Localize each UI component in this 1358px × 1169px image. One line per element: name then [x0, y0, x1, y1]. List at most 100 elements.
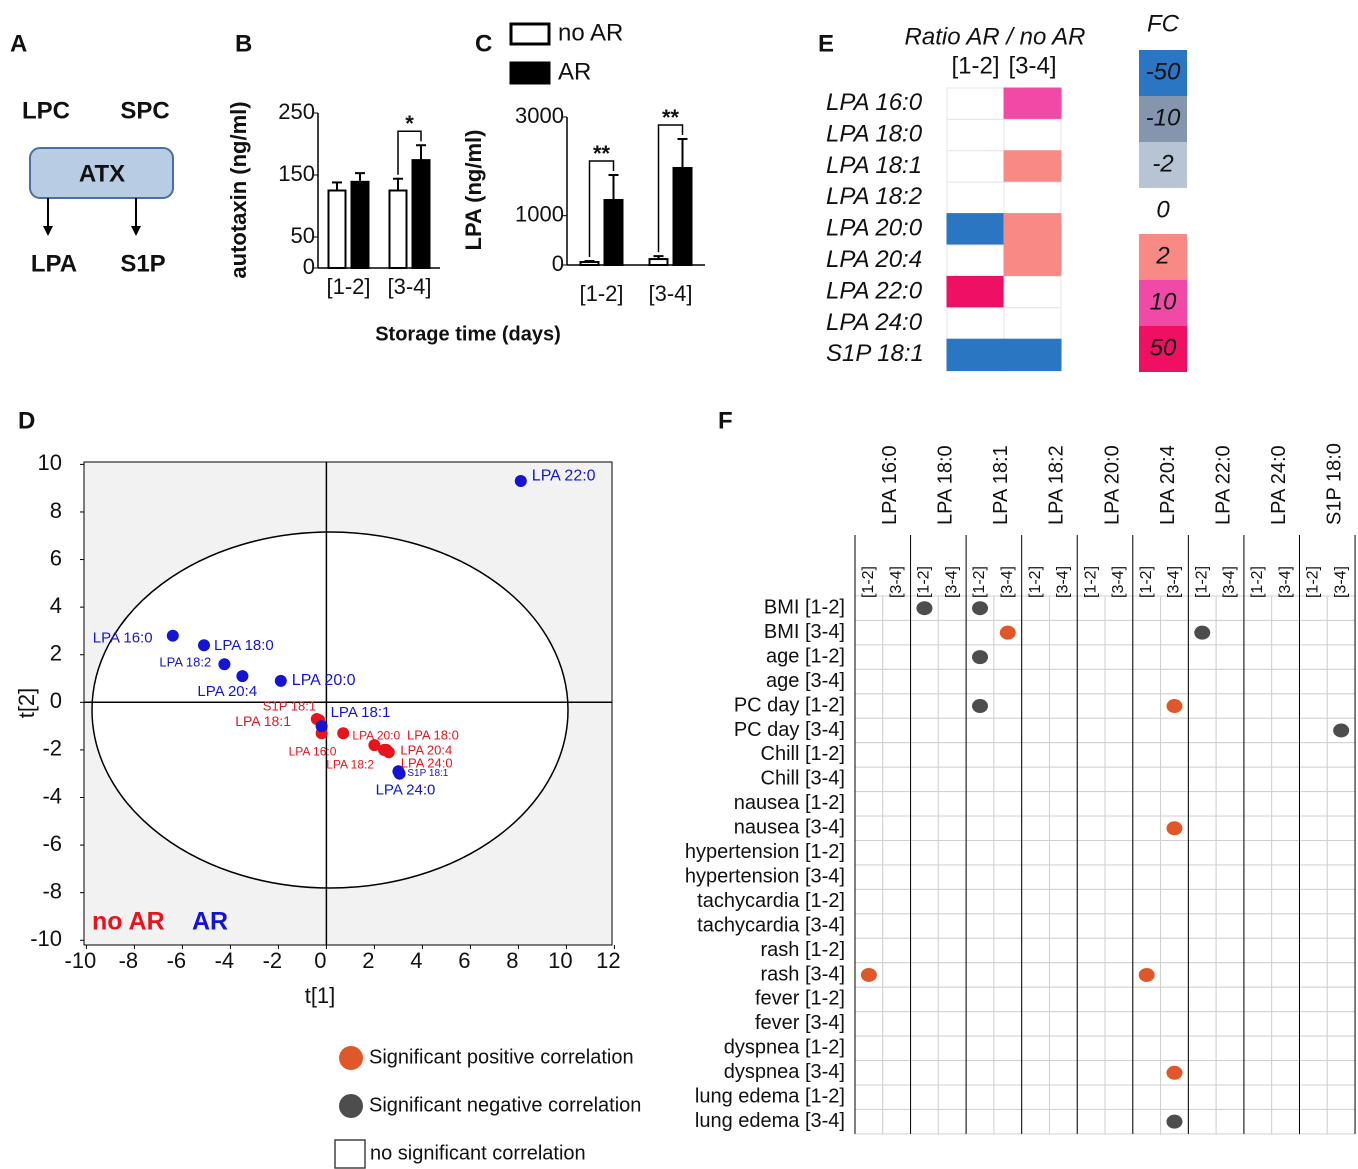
subcolumn-label: [3-4] — [888, 566, 905, 598]
matrix-cell — [1076, 962, 1106, 988]
matrix-cell — [882, 937, 912, 964]
matrix-cell — [1298, 937, 1328, 964]
matrix-cell — [1215, 864, 1245, 890]
matrix-cell — [1076, 913, 1106, 939]
legend-label: no significant correlation — [370, 1142, 586, 1164]
y-tick-label: 2 — [50, 641, 62, 666]
point-label: LPA 20:4 — [400, 742, 452, 757]
subcolumn-label: [3-4] — [943, 566, 960, 598]
matrix-cell — [882, 1011, 912, 1037]
matrix-cell — [1243, 1060, 1273, 1086]
matrix-cell — [854, 668, 884, 695]
heatmap-cell — [946, 244, 1005, 277]
matrix-cell — [1326, 888, 1356, 915]
subcolumn-label: [1-2] — [916, 566, 933, 598]
matrix-cell — [993, 668, 1023, 695]
matrix-cell — [937, 1084, 967, 1110]
y-tick-label: 8 — [50, 498, 62, 523]
matrix-cell — [1326, 864, 1356, 890]
row-label: S1P 18:1 — [826, 340, 924, 367]
matrix-cell — [910, 619, 939, 646]
panel-label: F — [718, 407, 733, 434]
matrix-cell — [1132, 1108, 1162, 1135]
matrix-cell — [993, 644, 1023, 670]
point-label: S1P 18:1 — [407, 768, 448, 779]
matrix-cell — [910, 1035, 939, 1062]
x-tick-label: -10 — [65, 948, 97, 973]
node-label: S1P — [120, 250, 165, 277]
heatmap-cell — [946, 213, 1005, 246]
x-tick-label: [1-2] — [579, 281, 623, 306]
matrix-cell — [910, 717, 939, 744]
bar — [603, 198, 624, 266]
row-label: hypertension [1-2] — [685, 841, 845, 863]
matrix-cell — [882, 913, 912, 939]
point — [166, 629, 179, 642]
matrix-cell — [993, 1108, 1023, 1135]
matrix-cell — [1243, 815, 1273, 841]
matrix-cell — [1187, 962, 1217, 988]
column-label: LPA 22:0 — [1212, 445, 1234, 525]
matrix-cell — [1160, 742, 1189, 768]
matrix-cell — [1160, 791, 1189, 817]
matrix-cell — [1132, 913, 1162, 939]
matrix-cell — [1048, 962, 1078, 988]
heatmap-cell — [946, 307, 1005, 340]
matrix-cell — [910, 937, 939, 964]
matrix-cell — [1326, 791, 1356, 817]
row-label: BMI [3-4] — [764, 621, 845, 643]
matrix-cell — [1021, 913, 1050, 939]
matrix-cell — [1243, 693, 1273, 719]
matrix-cell — [1298, 1011, 1328, 1037]
matrix-cell — [1215, 962, 1245, 988]
matrix-cell — [1048, 619, 1078, 646]
matrix-cell — [1326, 742, 1356, 768]
heatmap-cell — [1003, 118, 1062, 152]
matrix-cell — [1132, 1060, 1162, 1086]
row-label: LPA 16:0 — [826, 89, 923, 116]
matrix-cell — [1215, 619, 1245, 646]
matrix-cell — [854, 1108, 884, 1135]
significance-label: ** — [593, 141, 611, 166]
matrix-cell — [937, 864, 967, 890]
point-label: LPA 16:0 — [93, 630, 153, 647]
row-label: nausea [1-2] — [734, 792, 845, 814]
matrix-cell — [1271, 717, 1300, 744]
matrix-cell — [1243, 742, 1273, 768]
matrix-cell — [1187, 1108, 1217, 1135]
matrix-cell — [1215, 1060, 1245, 1086]
matrix-cell — [854, 595, 884, 621]
column-label: LPA 18:2 — [1046, 445, 1068, 525]
matrix-cell — [1187, 913, 1217, 939]
row-label: PC day [3-4] — [734, 719, 845, 741]
subcolumn-label: [1-2] — [971, 566, 988, 598]
subcolumn-label: [1-2] — [1193, 566, 1210, 598]
point-label: LPA 18:2 — [159, 655, 211, 670]
heatmap-cell — [946, 118, 1005, 152]
matrix-cell — [1243, 766, 1273, 793]
row-label: hypertension [3-4] — [685, 865, 845, 887]
legend-swatch — [339, 1094, 363, 1118]
matrix-cell — [1187, 864, 1217, 890]
row-label: LPA 24:0 — [826, 309, 923, 336]
matrix-cell — [965, 986, 995, 1013]
matrix-cell — [1048, 693, 1078, 719]
x-tick-label: 0 — [314, 948, 326, 973]
matrix-cell — [937, 1108, 967, 1135]
matrix-cell — [1076, 742, 1106, 768]
matrix-cell — [1160, 595, 1189, 621]
matrix-cell — [993, 815, 1023, 841]
matrix-cell — [1104, 888, 1134, 915]
point-label: LPA 24:0 — [401, 756, 453, 771]
row-label: rash [1-2] — [761, 939, 845, 961]
heatmap-cell — [1003, 275, 1062, 309]
heatmap-cell — [946, 87, 1005, 120]
column-label: [3-4] — [1008, 52, 1056, 79]
heatmap-cell — [946, 338, 1005, 372]
matrix-cell — [1298, 1035, 1328, 1062]
matrix-cell — [1215, 888, 1245, 915]
y-tick-label: 0 — [303, 254, 315, 279]
heatmap-cell — [1003, 150, 1062, 183]
matrix-cell — [1187, 742, 1217, 768]
matrix-cell — [1271, 644, 1300, 670]
